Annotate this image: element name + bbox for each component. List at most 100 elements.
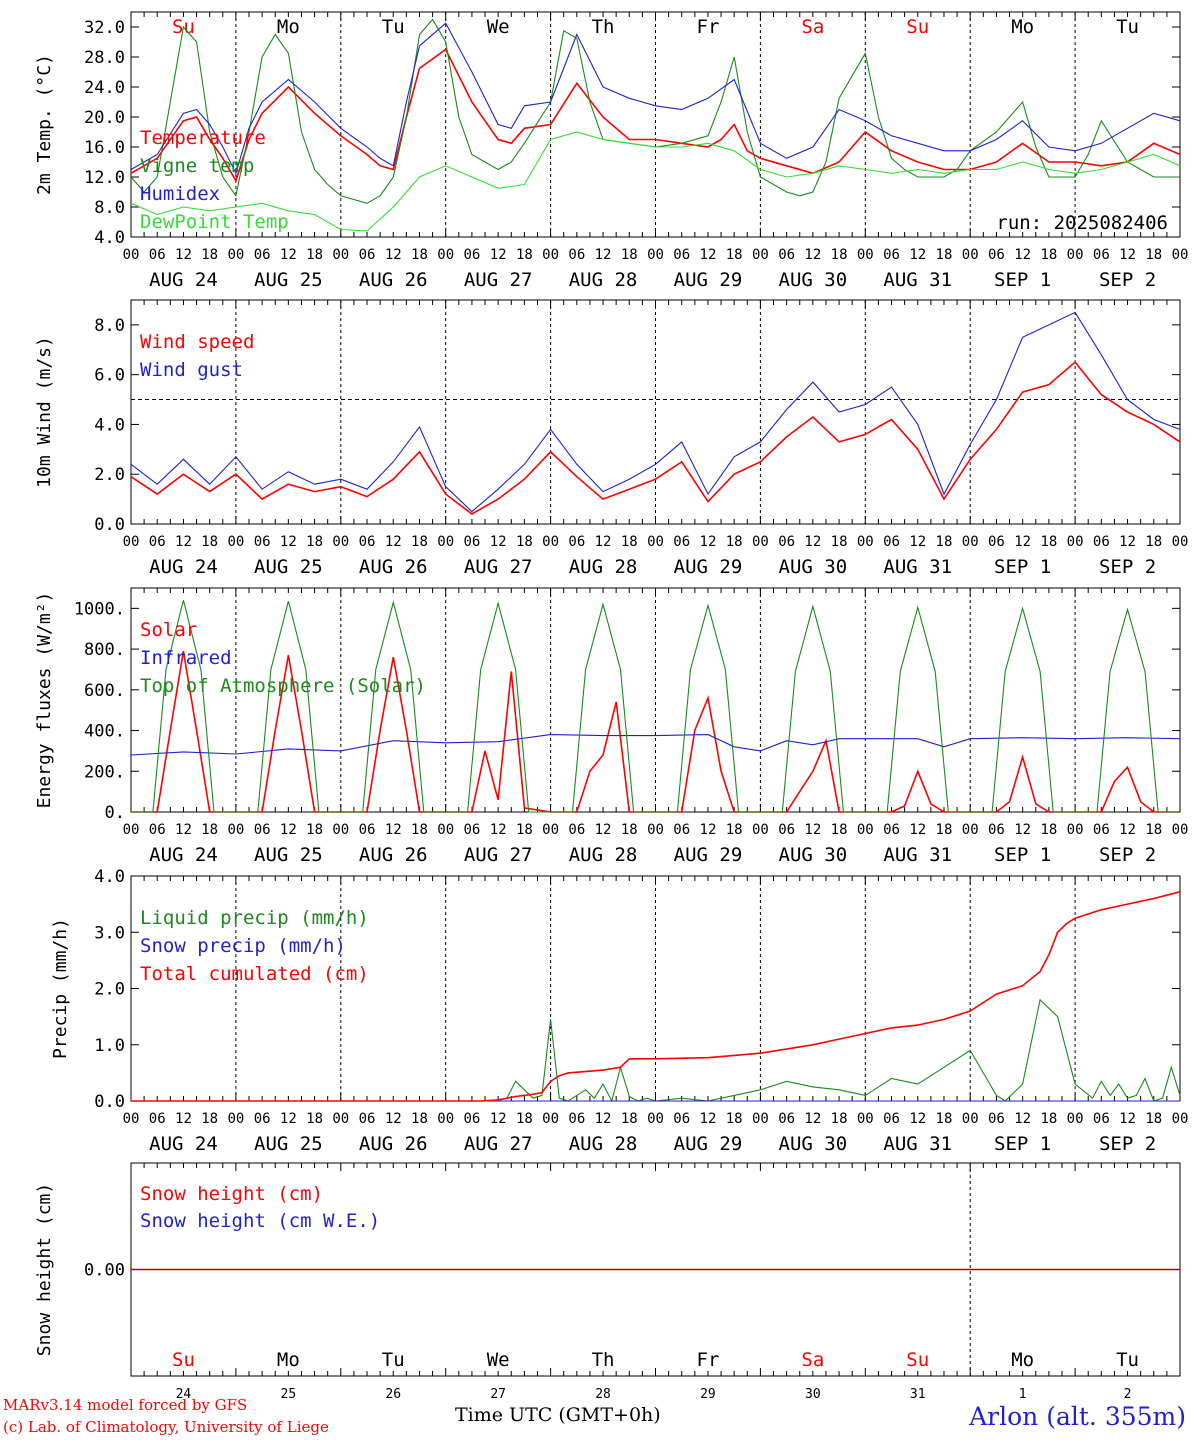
hour-tick-label: 18 [306,822,323,838]
y-tick-label: 28.0 [84,48,125,68]
hour-tick-label: 12 [595,1111,612,1127]
day-name-label: We [487,16,510,38]
date-label: SEP 1 [994,269,1051,291]
hour-tick-label: 00 [857,534,874,550]
day-name-label: Tu [1116,16,1139,38]
legend-entry: Top of Atmosphere (Solar) [140,675,426,697]
date-label: AUG 26 [359,1133,428,1155]
hour-tick-label: 12 [490,1111,507,1127]
hour-tick-label: 06 [359,247,376,263]
legend-entry: Snow precip (mm/h) [140,935,346,957]
plot-frame [130,587,1181,813]
hour-tick-label: 00 [752,247,769,263]
hour-tick-label: 12 [909,534,926,550]
date-label: AUG 25 [254,844,323,866]
hour-tick-label: 06 [988,247,1005,263]
hour-tick-label: 18 [411,247,428,263]
hour-tick-label: 18 [201,1111,218,1127]
hour-tick-label: 12 [804,247,821,263]
hour-tick-label: 12 [595,534,612,550]
y-tick-label: 4.0 [94,228,125,248]
hour-tick-label: 18 [201,534,218,550]
station-label: Arlon (alt. 355m) [969,1402,1186,1431]
hour-tick-label: 18 [411,1111,428,1127]
y-tick-label: 2.0 [94,465,125,485]
legend-entry: Liquid precip (mm/h) [140,907,369,929]
hour-tick-label: 12 [175,822,192,838]
plot-frame [130,299,1181,525]
hour-tick-label: 06 [1093,1111,1110,1127]
hour-tick-label: 12 [1119,1111,1136,1127]
hour-tick-label: 12 [909,247,926,263]
series-line [130,311,1181,513]
hour-tick-label: 12 [700,1111,717,1127]
hour-tick-label: 12 [175,247,192,263]
hour-tick-label: 00 [437,247,454,263]
series-line [131,998,1181,1103]
y-tick-label: 4.0 [94,415,125,435]
hour-tick-label: 18 [1040,534,1057,550]
hour-tick-label: 12 [1014,822,1031,838]
date-label: AUG 25 [254,556,323,578]
date-label: AUG 27 [464,844,533,866]
hour-tick-label: 18 [936,822,953,838]
hour-tick-label: 12 [909,1111,926,1127]
hour-tick-label: 06 [988,1111,1005,1127]
hour-tick-label: 12 [909,822,926,838]
hour-tick-label: 18 [1145,1111,1162,1127]
day-number-label: 28 [595,1387,611,1402]
hour-tick-label: 12 [280,534,297,550]
legend-entry: Solar [140,619,197,641]
y-tick-label: 2.0 [94,980,125,1000]
date-label: AUG 30 [779,1133,848,1155]
hour-tick-label: 06 [463,534,480,550]
day-name-label: We [487,1349,510,1371]
date-label: SEP 2 [1099,844,1156,866]
day-number-label: 25 [281,1387,297,1402]
hour-tick-label: 06 [883,822,900,838]
hour-tick-label: 18 [831,534,848,550]
series-line [130,131,1181,232]
hour-tick-label: 06 [463,822,480,838]
hour-tick-label: 06 [883,534,900,550]
hour-tick-label: 06 [149,1111,166,1127]
day-name-label: Mo [277,16,300,38]
date-label: AUG 25 [254,1133,323,1155]
day-name-label: Th [592,16,615,38]
run-label: run: 2025082406 [996,212,1168,234]
hour-tick-label: 18 [306,1111,323,1127]
date-label: AUG 28 [569,556,638,578]
hour-tick-label: 06 [254,247,271,263]
hour-tick-label: 18 [936,534,953,550]
hour-tick-label: 00 [123,247,140,263]
hour-tick-label: 18 [831,1111,848,1127]
day-name-label: Tu [1116,1349,1139,1371]
hour-tick-label: 00 [857,822,874,838]
day-number-label: 24 [176,1387,192,1402]
hour-tick-label: 18 [1145,534,1162,550]
hour-tick-label: 00 [962,247,979,263]
y-tick-label: 0.0 [94,1092,125,1112]
hour-tick-label: 00 [857,1111,874,1127]
date-label: AUG 28 [569,1133,638,1155]
hour-tick-label: 00 [857,247,874,263]
hour-tick-label: 18 [1040,822,1057,838]
hour-tick-label: 06 [988,822,1005,838]
legend-entry: Snow height (cm W.E.) [140,1210,380,1232]
hour-tick-label: 06 [778,534,795,550]
y-tick-label: 600. [84,681,125,701]
series-line [130,22,1181,175]
date-label: AUG 26 [359,844,428,866]
day-number-label: 29 [700,1387,716,1402]
hour-tick-label: 12 [1014,1111,1031,1127]
hour-tick-label: 06 [359,534,376,550]
y-axis-label: Precip (mm/h) [50,918,71,1059]
day-name-label: Mo [1011,16,1034,38]
hour-tick-label: 06 [359,1111,376,1127]
y-tick-label: 1.0 [94,1036,125,1056]
hour-tick-label: 06 [149,534,166,550]
hour-tick-label: 00 [542,247,559,263]
legend-entry: Vigne temp [140,155,254,177]
y-tick-label: 0.0 [94,515,125,535]
date-label: AUG 28 [569,844,638,866]
